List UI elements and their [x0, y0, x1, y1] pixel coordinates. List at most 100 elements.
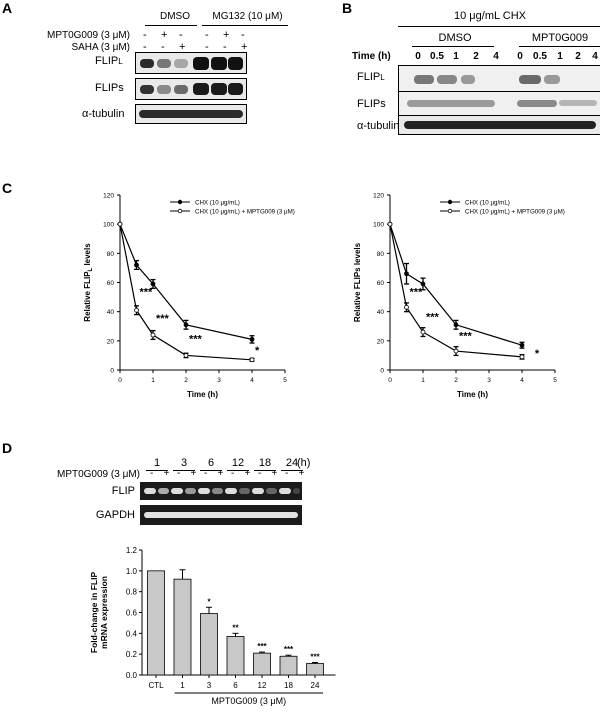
- b-header-line: [398, 26, 600, 27]
- a-dmso-line: [145, 25, 197, 26]
- c1-legend-marker: [177, 208, 183, 214]
- panel-c-label: C: [2, 180, 13, 196]
- c2-point: [387, 221, 393, 227]
- c2-x-tick-label: 1: [421, 377, 425, 384]
- d-sign: -: [204, 468, 208, 479]
- d-significance: **: [232, 623, 239, 632]
- d-sign: +: [190, 468, 197, 479]
- c2-x-tick-label: 4: [520, 377, 524, 384]
- c1-significance: ***: [140, 287, 154, 299]
- d-flip-gel-band: [212, 488, 223, 494]
- a-flips-band: [228, 83, 243, 95]
- d-bar: [279, 655, 298, 676]
- c1-significance: ***: [156, 313, 170, 325]
- d-bar: [226, 636, 245, 676]
- d-flip-gel-band: [225, 488, 237, 494]
- d-sign: -: [150, 468, 154, 479]
- a-flipl-band: [157, 59, 171, 68]
- b-flips-band: [517, 100, 557, 107]
- a-blot-tubulin-label: α-tubulin: [82, 108, 125, 120]
- a-mpt-sign: +: [161, 29, 168, 41]
- a-group-mg132: MG132 (10 μM): [212, 11, 283, 22]
- c2-xlabel: Time (h): [457, 390, 488, 399]
- c2-y-tick-label: 120: [373, 193, 384, 200]
- a-flipl-band: [140, 59, 154, 68]
- a-mpt-sign: -: [205, 29, 209, 41]
- d-gel-flip-label: FLIP: [111, 485, 135, 497]
- d-sign: +: [163, 468, 170, 479]
- d-time-label: 24: [285, 457, 299, 469]
- b-blot-tubulin-label: α-tubulin: [357, 120, 400, 132]
- d-flip-gel-band: [144, 488, 156, 494]
- a-mpt-sign: -: [179, 29, 183, 41]
- c1-legend-label: CHX (10 μg/mL): [195, 200, 240, 207]
- b-flipl-band: [437, 75, 457, 84]
- b-time-tick: 1: [453, 51, 459, 62]
- d-flip-gel-band: [171, 488, 183, 494]
- c2-x-tick-label: 3: [487, 377, 491, 384]
- c1-y-tick-label: 80: [107, 251, 115, 258]
- d-flip-gel-band: [198, 488, 210, 494]
- d-flip-gel-band: [185, 488, 196, 494]
- d-bar: [306, 663, 324, 676]
- a-row-mpt-label: MPT0G009 (3 μM): [46, 30, 130, 41]
- d-flip-gel-band: [266, 488, 277, 494]
- b-time-tick: 0.5: [533, 51, 547, 62]
- d-flip-gel-band: [252, 488, 264, 494]
- d-x-tick-label: 3: [207, 681, 212, 690]
- b-flipl-band: [544, 75, 560, 84]
- c1-y-tick-label: 100: [103, 222, 114, 229]
- a-blot-flipl-label: FLIPL: [95, 55, 123, 67]
- c1-significance: *: [255, 345, 260, 357]
- b-blot-tubulin: [398, 115, 600, 135]
- a-saha-sign: -: [161, 41, 165, 53]
- d-bar: [200, 613, 218, 676]
- d-sign: -: [258, 468, 262, 479]
- c1-x-tick-label: 3: [217, 377, 221, 384]
- d-significance: ***: [284, 645, 294, 654]
- d-significance: *: [207, 597, 211, 606]
- d-sign: -: [231, 468, 235, 479]
- b-group-mpt: MPT0G009: [531, 32, 589, 44]
- c2-y-tick-label: 40: [377, 309, 385, 316]
- c2-legend-marker: [447, 208, 453, 214]
- a-row-saha-label: SAHA (3 μM): [71, 42, 130, 53]
- c2-y-tick-label: 20: [377, 338, 385, 345]
- d-x-unit: (h): [340, 681, 341, 690]
- c1-point: [249, 357, 255, 363]
- d-y-tick-label: 0.2: [126, 650, 138, 659]
- b-flips-band: [559, 100, 597, 106]
- d-sign: +: [217, 468, 224, 479]
- c1-y-tick-label: 0: [110, 368, 114, 375]
- a-saha-sign: -: [223, 41, 227, 53]
- d-flip-gel-band: [239, 488, 250, 494]
- b-blot-flipl: [398, 65, 600, 93]
- c1-point: [183, 353, 189, 358]
- c1-legend-label: CHX (10 μg/mL) + MPTG009 (3 μM): [195, 209, 295, 216]
- d-time-label: 1: [153, 457, 161, 469]
- d-flip-gel-band: [293, 488, 300, 494]
- d-sign: +: [271, 468, 278, 479]
- c2-significance: ***: [410, 287, 424, 299]
- d-x-tick-label: 18: [284, 681, 293, 690]
- d-time-unit: (h): [297, 457, 311, 469]
- c2-ylabel: Relative FLIPs levels: [353, 242, 362, 322]
- c2-y-tick-label: 60: [377, 280, 385, 287]
- d-time-label: 18: [258, 457, 272, 469]
- c1-ylabel: Relative FLIPL levels: [83, 243, 94, 322]
- a-blot-flips-label: FLIPs: [95, 82, 124, 94]
- c1-significance: ***: [189, 333, 203, 345]
- a-saha-sign: +: [179, 41, 186, 53]
- chart-flipl-decay: 0 1 2 3 4 5 0 20 40 60 80 100 120 Time (h) Relative FL…: [83, 193, 295, 400]
- d-xlabel: MPT0G009 (3 μM): [211, 696, 286, 706]
- c1-point: [183, 322, 189, 328]
- c2-y-tick-label: 80: [377, 251, 385, 258]
- b-dmso-line: [412, 46, 494, 47]
- c2-legend-label: CHX (10 μg/mL) + MPTG009 (3 μM): [465, 209, 565, 216]
- d-time-line: [173, 470, 195, 471]
- c1-y-tick-label: 20: [107, 338, 115, 345]
- a-group-dmso: DMSO: [160, 11, 190, 22]
- a-mpt-sign: -: [241, 29, 245, 41]
- panel-d-label: D: [2, 440, 13, 456]
- c1-y-tick-label: 120: [103, 193, 114, 200]
